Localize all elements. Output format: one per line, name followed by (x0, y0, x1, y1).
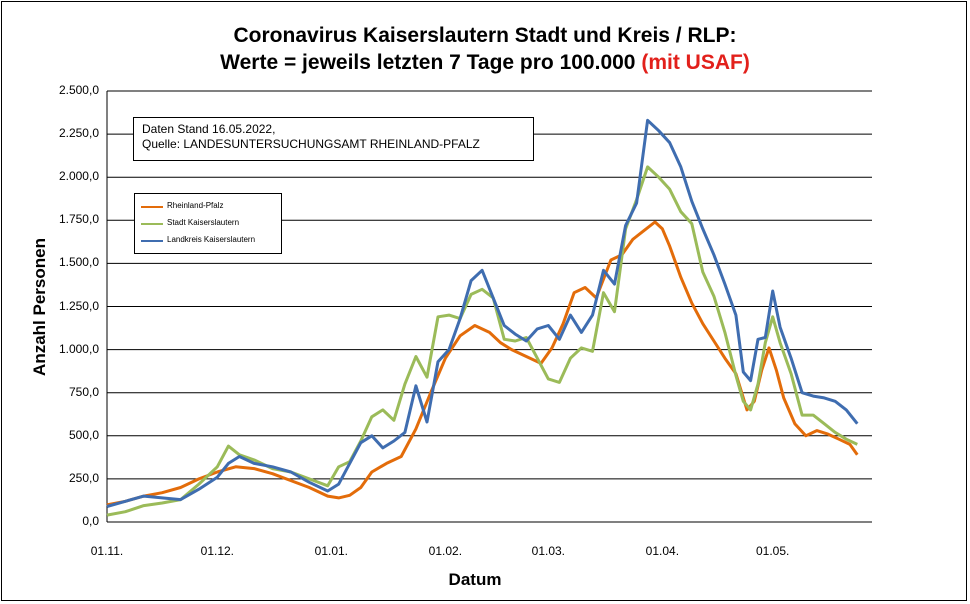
legend-swatch (141, 206, 163, 208)
y-tick-label: 2.000,0 (58, 169, 99, 184)
x-tick-label: 01.01. (314, 544, 349, 558)
y-tick-label: 750,0 (68, 384, 99, 399)
legend-item-stadt-kaiserslautern: Stadt Kaiserslautern (135, 217, 281, 231)
y-tick-label: 500,0 (68, 427, 99, 442)
legend-swatch (141, 223, 163, 225)
x-tick-label: 01.05. (756, 544, 790, 558)
x-tick-label: 01.12. (200, 544, 235, 558)
y-tick-label: 1.500,0 (58, 255, 99, 270)
legend-item-landkreis-kaiserslautern: Landkreis Kaiserslautern (135, 234, 281, 248)
info-source: Quelle: LANDESUNTERSUCHUNGSAMT RHEINLAND… (142, 137, 480, 151)
chart-title: Coronavirus Kaiserslautern Stadt und Kre… (233, 24, 737, 47)
x-tick-label: 01.04. (645, 544, 680, 558)
y-tick-label: 1.750,0 (58, 212, 99, 227)
y-axis-label: Anzahl Personen (30, 238, 49, 376)
y-tick-label: 2.500,0 (58, 83, 99, 97)
legend-label: Rheinland-Pfalz (167, 201, 224, 210)
chart-subtitle: Werte = jeweils letzten 7 Tage pro 100.0… (0, 51, 970, 75)
y-tick-label: 2.250,0 (58, 126, 99, 141)
legend-label: Landkreis Kaiserslautern (167, 235, 256, 244)
x-axis-label: Datum (448, 570, 502, 589)
legend: Rheinland-Pfalz Stadt Kaiserslautern Lan… (134, 193, 282, 254)
x-tick-label: 01.11. (90, 544, 124, 558)
x-tick-label: 01.03. (531, 544, 566, 558)
x-tick-label: 01.02. (428, 544, 463, 558)
info-date: Daten Stand 16.05.2022, (142, 122, 276, 136)
legend-item-rheinland-pfalz: Rheinland-Pfalz (135, 200, 281, 214)
y-tick-label: 1.000,0 (58, 341, 99, 356)
legend-swatch (141, 240, 163, 242)
chart-subtitle-highlight: (mit USAF) (641, 51, 750, 74)
legend-label: Stadt Kaiserslautern (167, 218, 240, 227)
info-box: Daten Stand 16.05.2022, Quelle: LANDESUN… (133, 117, 534, 161)
y-tick-label: 250,0 (68, 470, 99, 485)
y-tick-label: 1.250,0 (58, 298, 99, 313)
chart-subtitle-main: Werte = jeweils letzten 7 Tage pro 100.0… (220, 51, 636, 74)
y-tick-label: 0,0 (82, 514, 99, 528)
series-line-landkreis-kaiserslautern (106, 118, 859, 508)
